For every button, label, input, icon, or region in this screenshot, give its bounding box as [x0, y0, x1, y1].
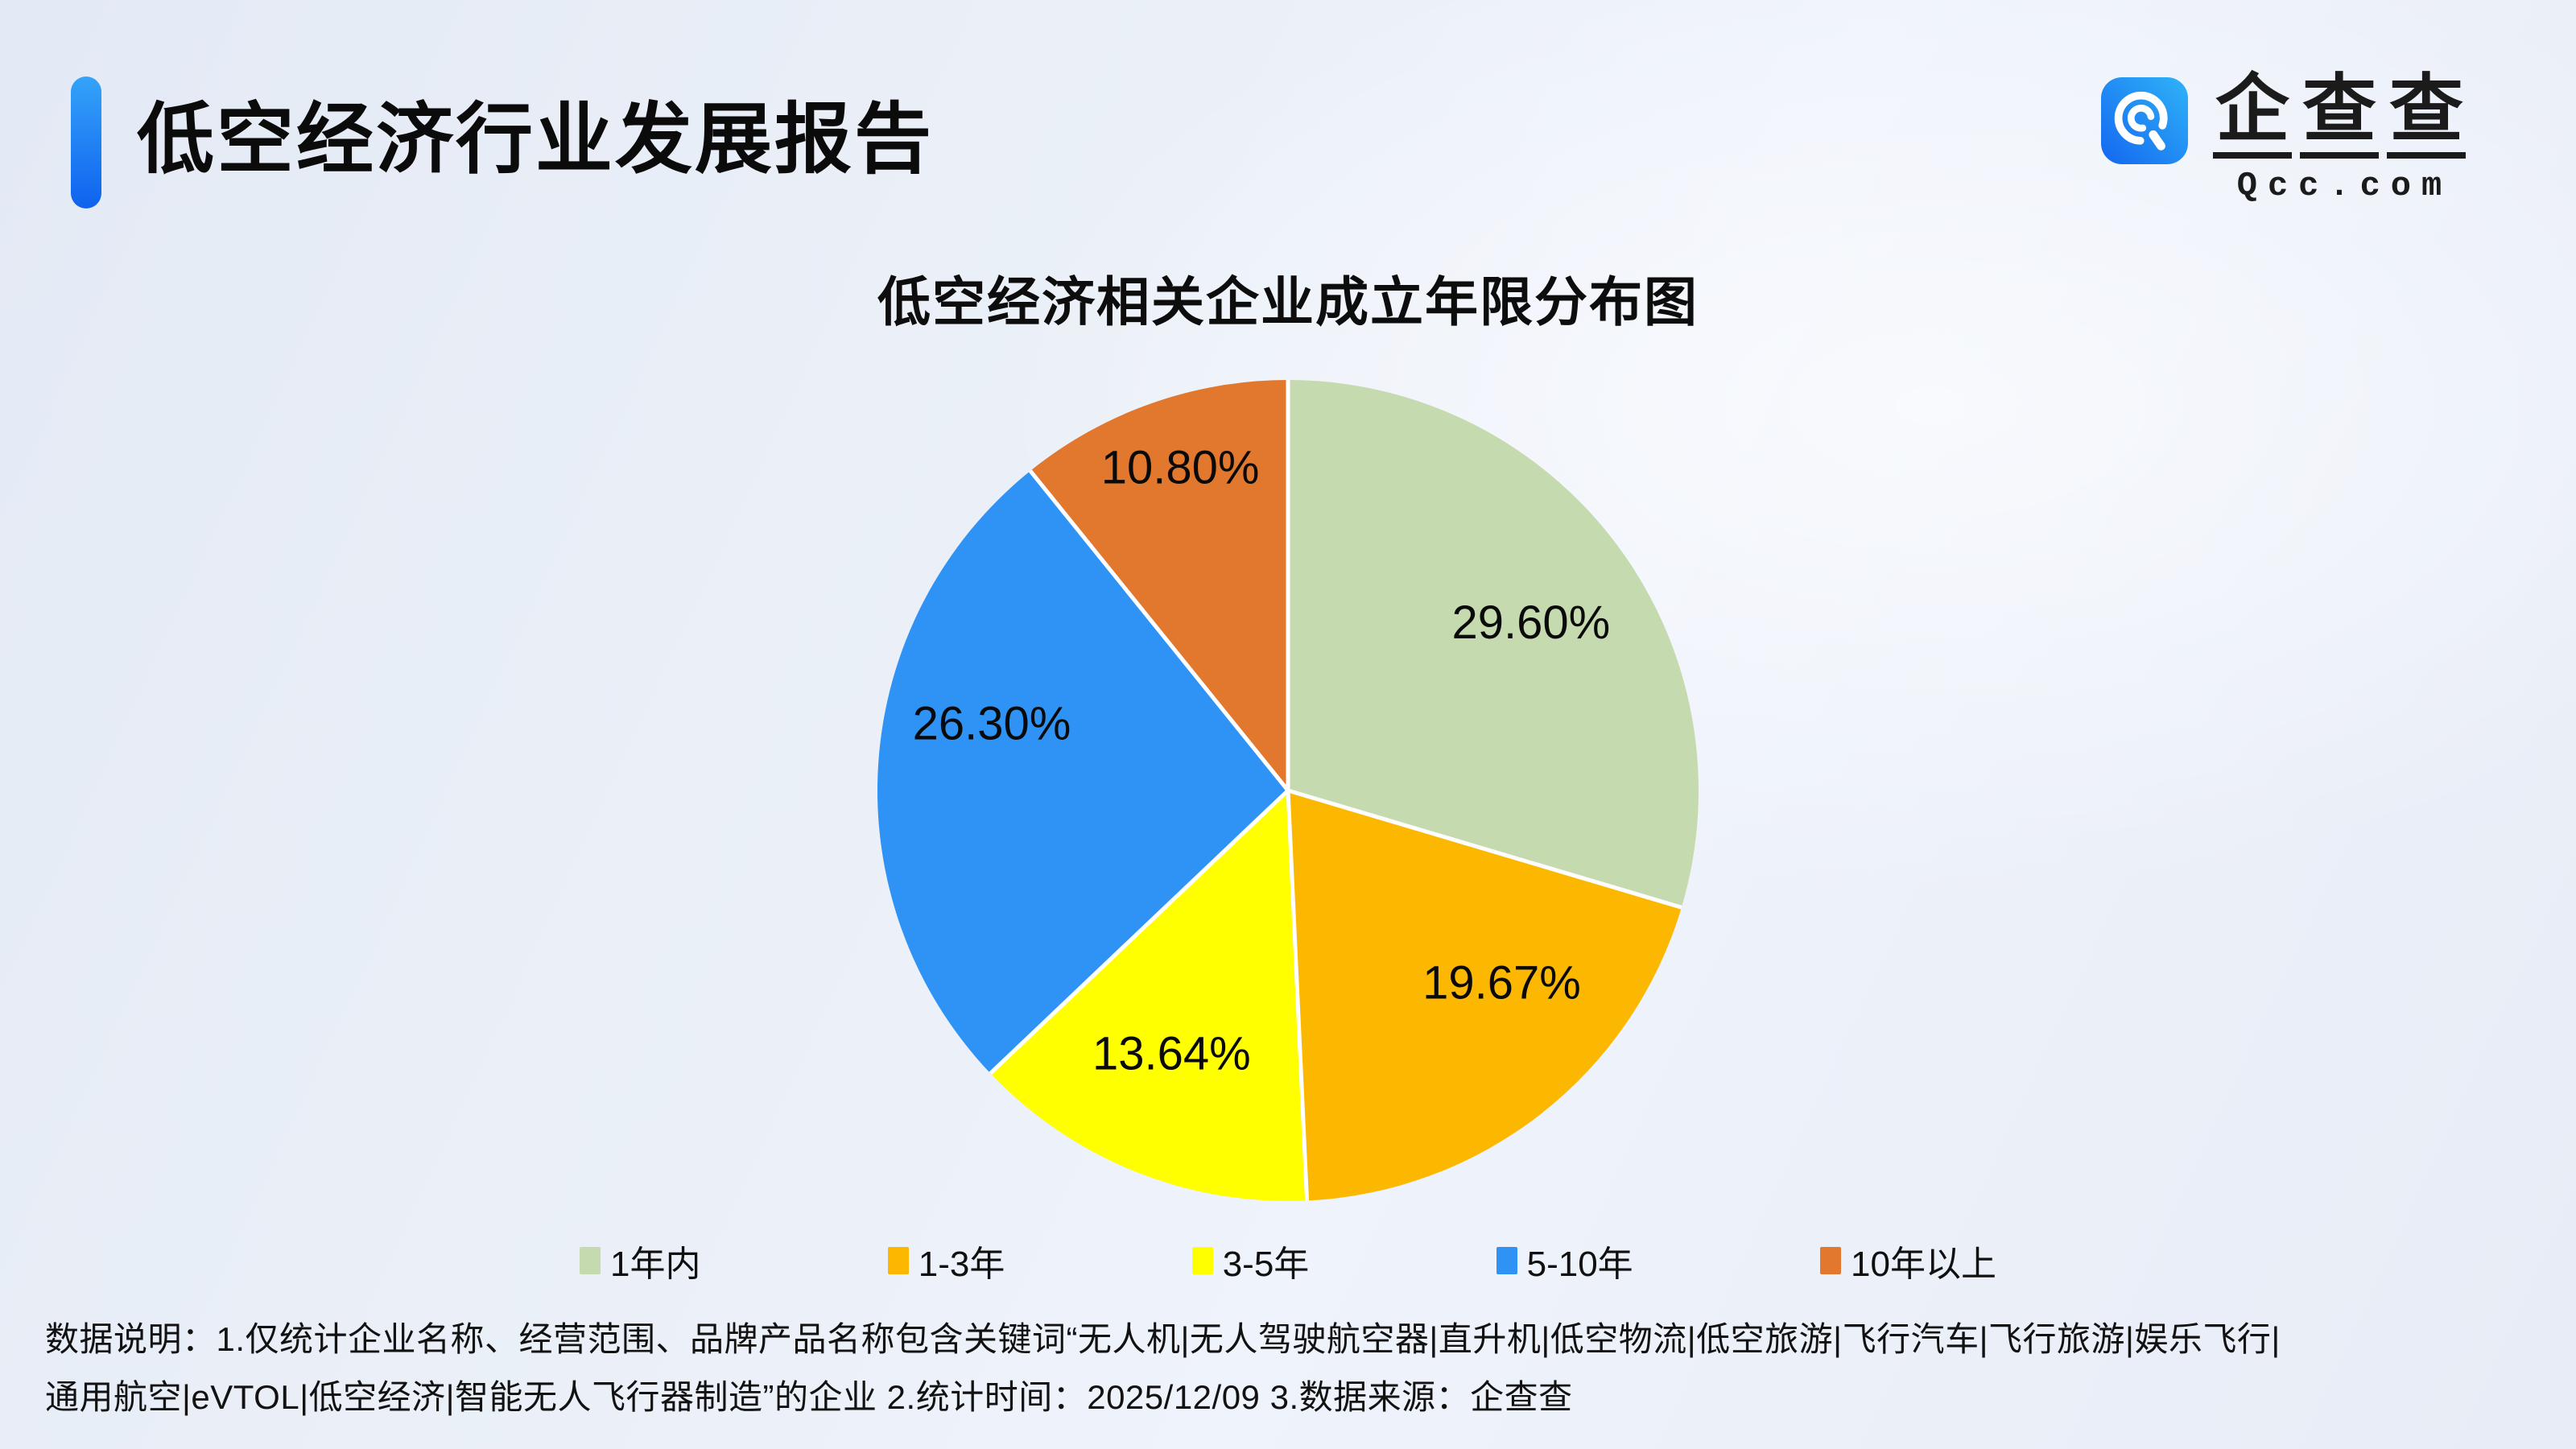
- qcc-brand-logo: 企查查 Qcc.com: [2100, 71, 2470, 205]
- pie-value-label-3-5年: 13.64%: [1092, 1027, 1251, 1080]
- pie-value-label-1-3年: 19.67%: [1422, 957, 1581, 1009]
- legend-item-1-3年: 1-3年: [887, 1235, 1005, 1286]
- title-accent-bar: [71, 76, 101, 208]
- qcc-magnifier-icon: [2100, 77, 2188, 164]
- pie-slice-5-10年: [877, 470, 1288, 1074]
- chart-legend: 1年内 1-3年 3-5年 5-10年 10年以上: [580, 1235, 1996, 1286]
- legend-swatch-icon: [1820, 1247, 1841, 1274]
- legend-swatch-icon: [1496, 1247, 1517, 1274]
- pie-slice-1-3年: [1288, 791, 1682, 1201]
- legend-swatch-icon: [887, 1247, 909, 1274]
- pie-value-label-10年以上: 10.80%: [1101, 441, 1260, 493]
- footer-line-1: 数据说明：1.仅统计企业名称、经营范围、品牌产品名称包含关键词“无人机|无人驾驶…: [45, 1320, 2281, 1358]
- legend-label: 5-10年: [1526, 1245, 1633, 1284]
- brand-name-char: 查: [2386, 71, 2466, 159]
- footer-notes: 数据说明：1.仅统计企业名称、经营范围、品牌产品名称包含关键词“无人机|无人驾驶…: [45, 1311, 2549, 1426]
- legend-swatch-icon: [1191, 1247, 1213, 1274]
- chart-title: 低空经济相关企业成立年限分布图: [877, 272, 1699, 332]
- legend-item-5-10年: 5-10年: [1496, 1235, 1633, 1286]
- pie-slice-separator: [1286, 790, 1310, 1201]
- pie-slice-separator: [989, 789, 1290, 1075]
- pie-value-label-5-10年: 26.30%: [913, 698, 1071, 750]
- brand-domain: Qcc.com: [2236, 166, 2453, 205]
- pie-slice-separator: [1028, 469, 1290, 792]
- footer-line-2: 通用航空|eVTOL|低空经济|智能无人飞行器制造”的企业 2.统计时间：202…: [45, 1378, 1573, 1417]
- pie-chart: 29.60% 19.67% 13.64% 26.30% 10.80%: [877, 380, 1699, 1202]
- pie-slice-1年内: [1288, 380, 1699, 908]
- legend-label: 10年以上: [1851, 1245, 1996, 1284]
- legend-item-10年以上: 10年以上: [1820, 1235, 1996, 1286]
- brand-text: 企查查 Qcc.com: [2209, 71, 2470, 205]
- legend-label: 3-5年: [1222, 1245, 1310, 1284]
- legend-item-1年内: 1年内: [580, 1235, 700, 1286]
- legend-swatch-icon: [580, 1247, 601, 1274]
- legend-label: 1年内: [610, 1245, 701, 1284]
- legend-label: 1-3年: [918, 1245, 1005, 1284]
- page-title: 低空经济行业发展报告: [137, 97, 934, 183]
- brand-name-char: 查: [2299, 71, 2379, 159]
- legend-item-3-5年: 3-5年: [1191, 1235, 1310, 1286]
- pie-slice-3-5年: [990, 791, 1307, 1202]
- pie-value-label-1年内: 29.60%: [1451, 597, 1610, 649]
- brand-name: 企查查: [2209, 71, 2470, 159]
- pie-slice-separator: [1287, 788, 1682, 910]
- pie-slice-10年以上: [1030, 380, 1288, 791]
- brand-name-char: 企: [2212, 71, 2292, 159]
